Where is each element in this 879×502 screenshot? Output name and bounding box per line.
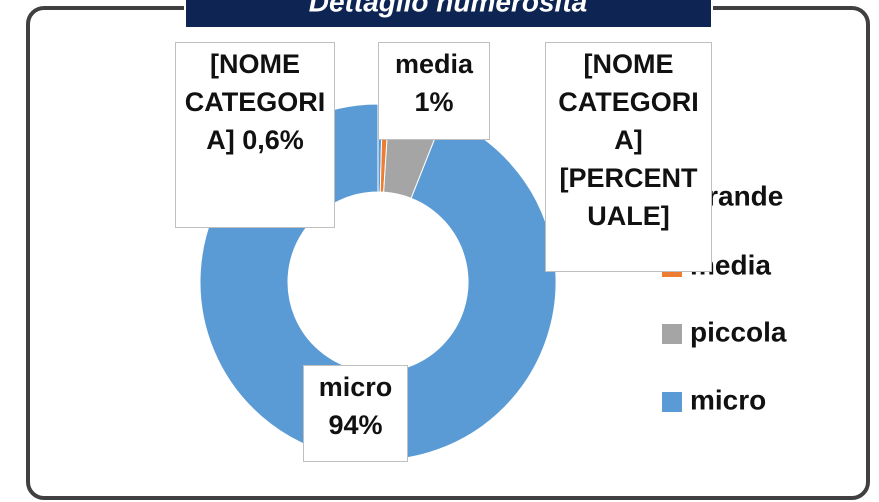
data-label: [NOME CATEGORIA] [PERCENTUALE] [545,42,712,272]
chart-title: Dettaglio numerosità [309,0,587,17]
data-label: [NOME CATEGORIA] 0,6% [175,42,335,228]
legend-label: micro [690,384,766,415]
legend-label: piccola [690,316,787,347]
legend-swatch [662,324,682,344]
legend-swatch [662,392,682,412]
data-label: media 1% [378,42,490,140]
title-box [184,0,713,29]
data-label: micro 94% [303,365,408,462]
